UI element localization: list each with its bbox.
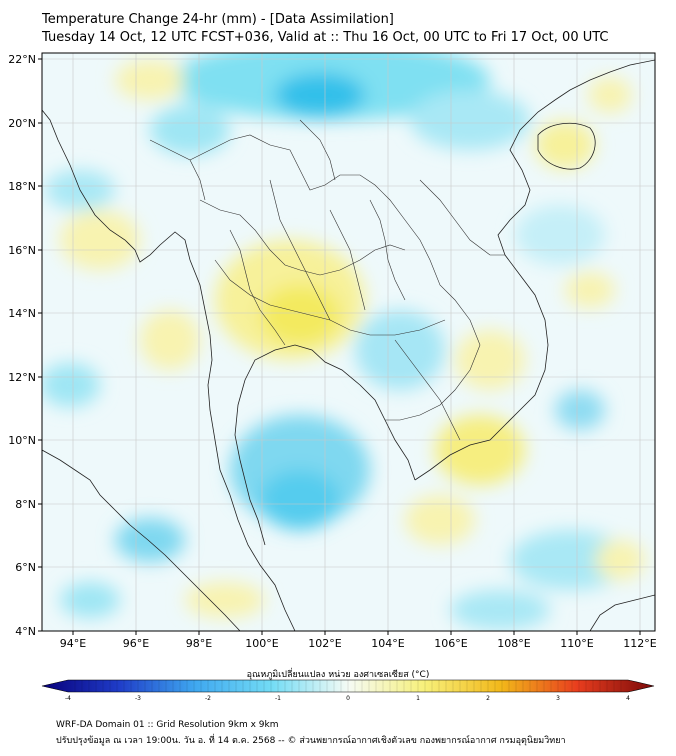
longitude-labels: 94°E 96°E 98°E 100°E 102°E 104°E 106°E 1… [60,637,657,650]
lon-label: 102°E [308,637,341,650]
coastlines [42,59,655,631]
lon-label: 96°E [123,637,149,650]
colorbar-tick-label: -4 [65,695,71,702]
lat-label: 20°N [8,117,36,130]
lon-label: 112°E [623,637,656,650]
temperature-field [42,53,655,631]
lat-label: 10°N [8,434,36,447]
colorbar-tick-label: 4 [626,695,630,702]
map-subtitle: Tuesday 14 Oct, 12 UTC FCST+036, Valid a… [42,30,609,45]
colorbar-tick-label: 3 [556,695,560,702]
lat-label: 4°N [15,625,36,638]
lat-label: 14°N [8,307,36,320]
admin-borders [149,119,505,441]
lat-label: 22°N [8,53,36,66]
lat-label: 8°N [15,498,36,511]
lon-label: 104°E [371,637,404,650]
lon-label: 110°E [560,637,593,650]
lat-label: 18°N [8,180,36,193]
colorbar: -4 -3 -2 -1 0 1 2 3 4 [41,679,655,702]
colorbar-bar [41,679,655,693]
colorbar-tick-label: -3 [135,695,141,702]
colorbar-tick-label: 2 [486,695,490,702]
lon-label: 100°E [245,637,278,650]
graticule [42,53,655,631]
latitude-labels: 22°N 20°N 18°N 16°N 14°N 12°N 10°N 8°N 6… [8,53,36,638]
lon-label: 108°E [497,637,530,650]
colorbar-tick-label: 0 [346,695,350,702]
colorbar-tick-label: -2 [205,695,211,702]
colorbar-title: อุณหภูมิเปลี่ยนแปลง หน่วย องศาเซลเซียส (… [246,670,430,680]
map-title: Temperature Change 24-hr (mm) - [Data As… [42,12,394,27]
footer-credit: ปรับปรุงข้อมูล ณ เวลา 19:00น. วัน อ. ที่… [56,736,566,746]
map-frame [41,52,656,632]
colorbar-tick-label: 1 [416,695,420,702]
lon-label: 98°E [186,637,212,650]
lat-label: 6°N [15,561,36,574]
lon-label: 106°E [434,637,467,650]
tick-marks [38,58,641,635]
lat-label: 16°N [8,244,36,257]
lon-label: 94°E [60,637,86,650]
lat-label: 12°N [8,371,36,384]
footer-model-info: WRF-DA Domain 01 :: Grid Resolution 9km … [56,720,279,730]
colorbar-tick-label: -1 [275,695,281,702]
